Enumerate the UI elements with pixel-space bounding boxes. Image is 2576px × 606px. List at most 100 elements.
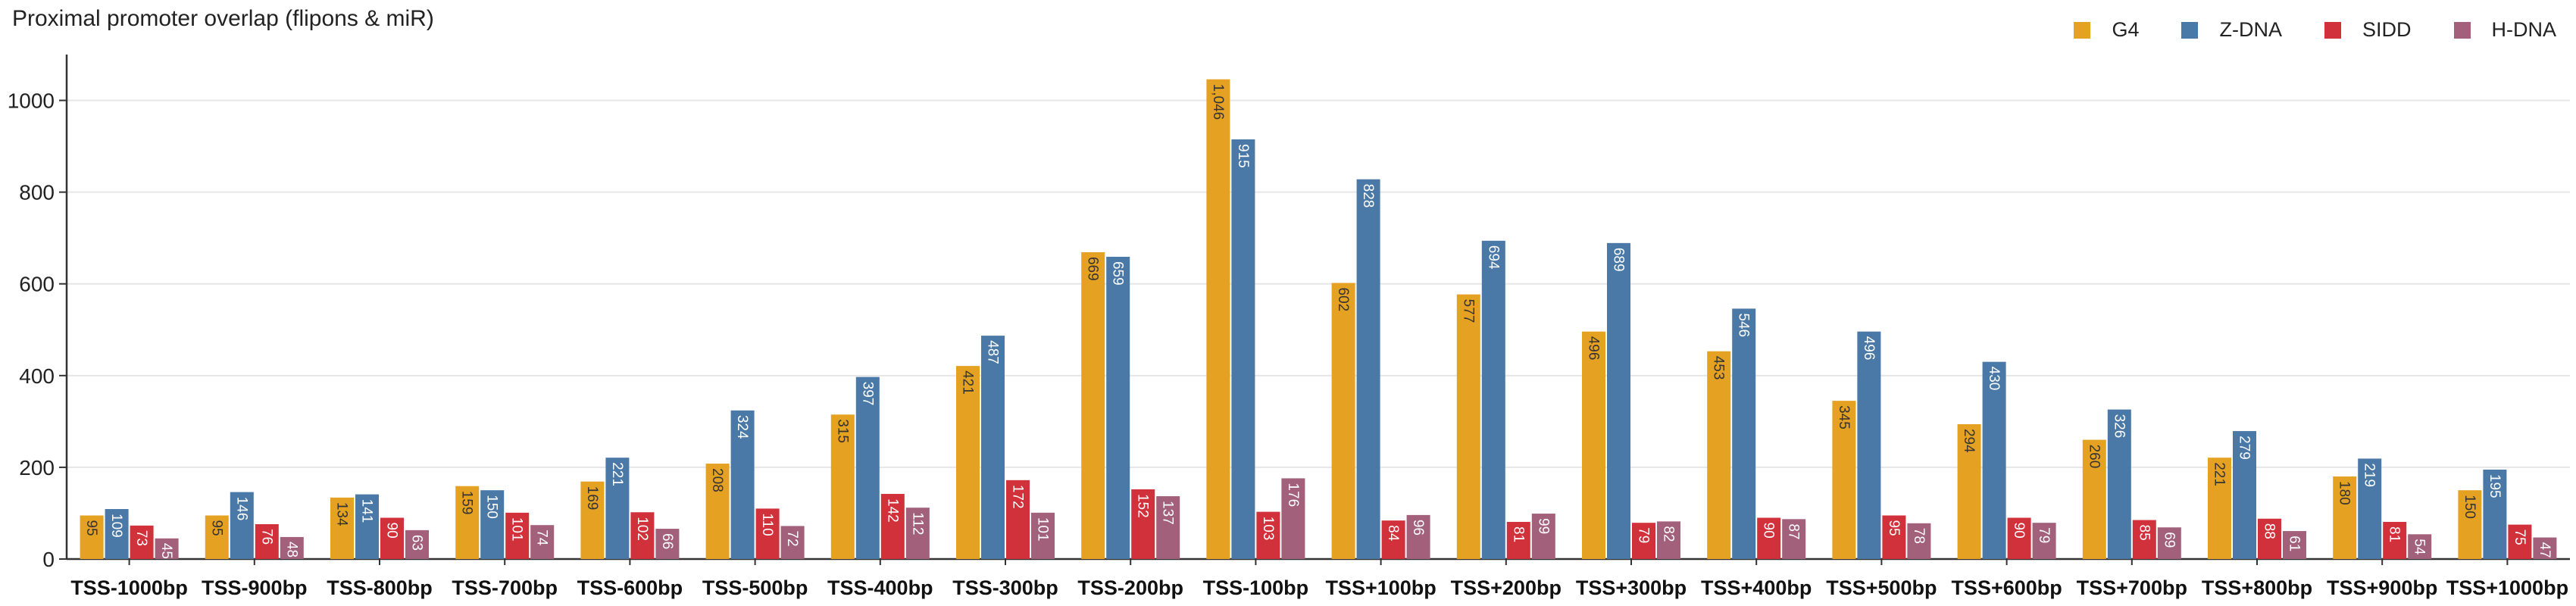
bar-value-label: 279: [2237, 436, 2252, 460]
x-tick-label: TSS-1000bp: [70, 576, 188, 599]
x-tick-label: TSS+400bp: [1701, 576, 1812, 599]
bar-value-label: 110: [759, 513, 775, 536]
bar-h-dna: [780, 526, 805, 559]
bar-value-label: 421: [960, 370, 976, 395]
bar-z-dna: [1356, 179, 1380, 559]
bar-value-label: 195: [2487, 474, 2503, 498]
bar-value-label: 81: [2387, 526, 2402, 542]
bar-sidd: [1882, 515, 1906, 559]
bar-value-label: 69: [2161, 532, 2177, 548]
bar-value-label: 90: [1761, 523, 1777, 539]
bar-g4: [205, 515, 229, 559]
bar-value-label: 79: [2036, 527, 2052, 543]
bar-g4: [330, 497, 354, 559]
bar-value-label: 90: [2011, 523, 2027, 539]
bar-value-label: 176: [1285, 483, 1301, 507]
bar-z-dna: [1231, 139, 1255, 559]
legend-label-h-dna: H-DNA: [2491, 18, 2557, 41]
bar-value-label: 172: [1010, 485, 1026, 509]
bar-z-dna: [2358, 458, 2382, 559]
bar-value-label: 294: [1961, 429, 1977, 453]
bar-value-label: 95: [83, 520, 99, 536]
bar-value-label: 180: [2337, 481, 2352, 505]
bar-z-dna: [355, 494, 379, 559]
bar-sidd: [130, 525, 154, 559]
bar-g4: [956, 366, 980, 559]
bar-value-label: 150: [484, 495, 500, 519]
bar-value-label: 66: [659, 533, 675, 549]
bar-value-label: 61: [2287, 536, 2302, 551]
bar-value-label: 54: [2412, 539, 2428, 555]
bar-value-label: 63: [409, 535, 425, 551]
bar-sidd: [1131, 489, 1155, 559]
bar-value-label: 169: [584, 486, 600, 511]
bar-value-label: 669: [1085, 257, 1101, 281]
bar-h-dna: [1281, 478, 1305, 559]
bar-value-label: 88: [2262, 523, 2277, 539]
bar-h-dna: [2283, 531, 2306, 559]
bar-value-label: 96: [1410, 520, 1426, 536]
bar-h-dna: [405, 529, 429, 559]
bar-value-label: 82: [1661, 526, 1677, 542]
bar-sidd: [2258, 518, 2281, 559]
bar-sidd: [1006, 479, 1030, 559]
bar-h-dna: [2408, 534, 2432, 559]
bar-h-dna: [905, 508, 930, 559]
bar-value-label: 159: [459, 491, 475, 515]
bar-value-label: 84: [1385, 525, 1401, 542]
bar-value-label: 112: [909, 512, 925, 535]
bar-value-label: 326: [2111, 414, 2127, 439]
bar-sidd: [2007, 517, 2031, 559]
bar-value-label: 150: [2462, 495, 2478, 519]
bar-value-label: 577: [1460, 299, 1476, 323]
bar-value-label: 95: [208, 520, 224, 536]
bar-value-label: 74: [534, 529, 550, 546]
y-tick-label: 1000: [8, 89, 55, 113]
bar-g4: [2082, 439, 2106, 559]
bar-sidd: [2132, 520, 2156, 559]
bar-z-dna: [1106, 257, 1130, 559]
legend-swatch-h-dna: [2453, 21, 2471, 39]
legend-label-sidd: SIDD: [2362, 18, 2412, 41]
x-tick-label: TSS-100bp: [1203, 576, 1309, 599]
bar-value-label: 397: [859, 382, 875, 406]
bar-g4: [455, 486, 480, 559]
bar-value-label: 79: [1636, 527, 1652, 543]
bar-value-label: 324: [734, 415, 750, 439]
bar-value-label: 260: [2086, 445, 2102, 469]
bar-value-label: 694: [1485, 245, 1501, 270]
y-tick-label: 0: [42, 548, 55, 571]
bar-value-label: 221: [2212, 462, 2227, 486]
bar-value-label: 101: [509, 517, 525, 542]
bar-h-dna: [655, 529, 680, 559]
bar-value-label: 85: [2136, 525, 2152, 541]
bar-h-dna: [1406, 514, 1430, 559]
bar-sidd: [505, 512, 530, 559]
bar-value-label: 602: [1335, 288, 1351, 312]
bar-g4: [1582, 331, 1605, 559]
bar-value-label: 90: [384, 523, 400, 539]
x-tick-label: TSS+500bp: [1826, 576, 1937, 599]
y-tick-label: 800: [19, 181, 55, 205]
bar-value-label: 103: [1260, 517, 1276, 541]
bar-sidd: [1506, 521, 1530, 559]
legend-item-sidd: SIDD: [2324, 18, 2412, 42]
bar-value-label: 1,046: [1210, 84, 1226, 120]
bar-value-label: 828: [1360, 184, 1376, 208]
y-tick-label: 600: [19, 273, 55, 296]
bar-sidd: [1632, 523, 1655, 559]
bar-g4: [1707, 351, 1731, 559]
bar-sidd: [255, 523, 279, 559]
bar-g4: [1832, 401, 1856, 559]
x-tick-label: TSS-500bp: [702, 576, 808, 599]
x-tick-label: TSS+800bp: [2202, 576, 2312, 599]
bar-value-label: 221: [609, 462, 625, 486]
bar-sidd: [2383, 521, 2407, 559]
bar-h-dna: [1031, 512, 1055, 559]
bar-z-dna: [1732, 308, 1756, 559]
bar-value-label: 453: [1711, 356, 1727, 380]
legend-swatch-z-dna: [2181, 21, 2199, 39]
bar-value-label: 915: [1235, 144, 1251, 168]
bar-z-dna: [2107, 409, 2131, 559]
bar-value-label: 208: [709, 468, 725, 492]
